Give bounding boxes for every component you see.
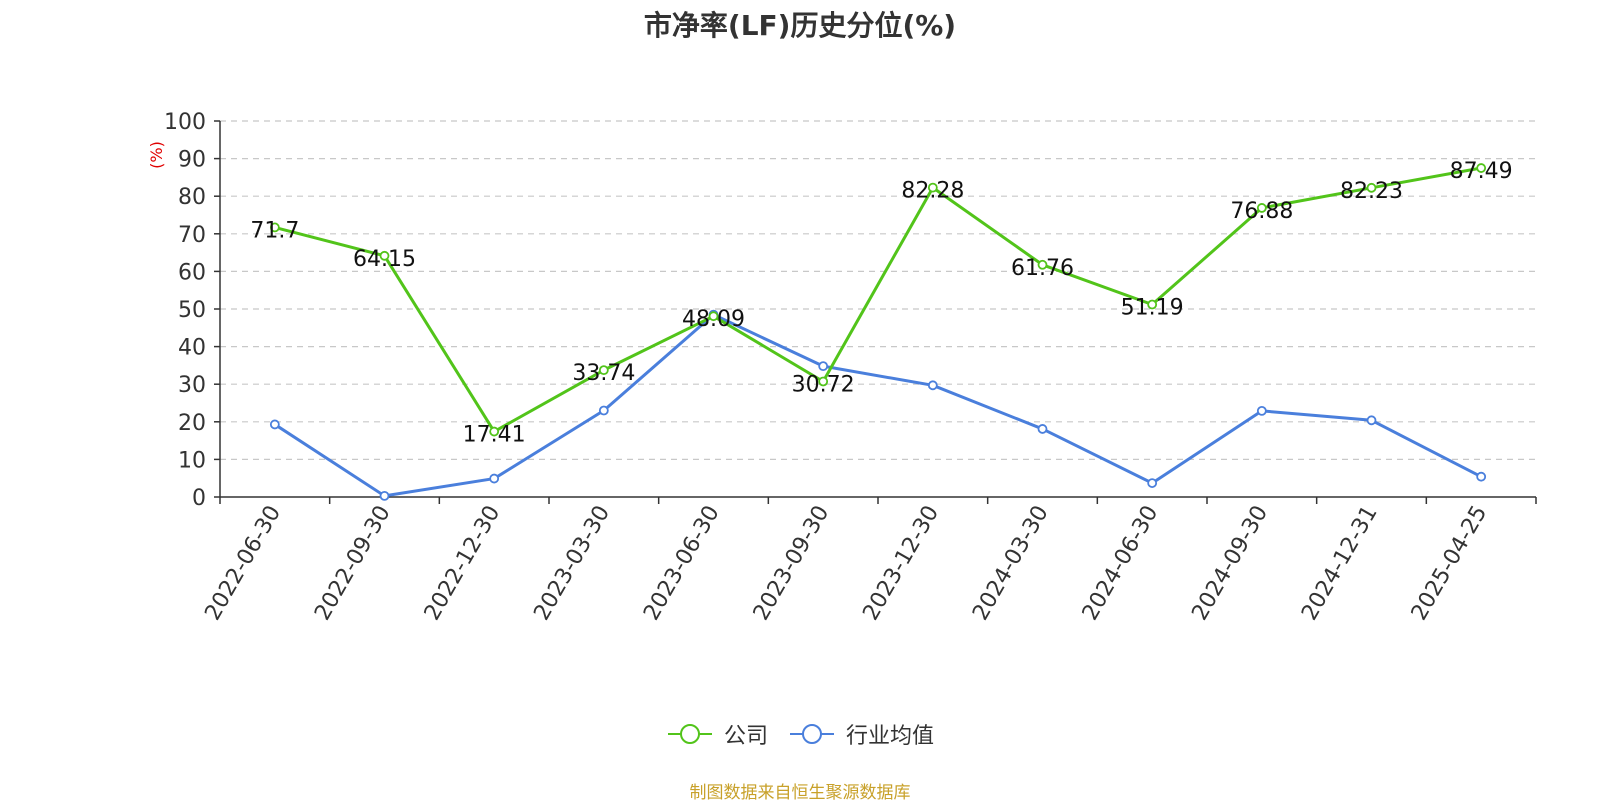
y-tick-label: 30 bbox=[178, 373, 206, 398]
data-point bbox=[1037, 259, 1048, 270]
series-line bbox=[274, 313, 1482, 498]
line-chart: 0 10 20 30 40 50 60 70 80 90 100 (%) 2022-06-30 2022-… bbox=[147, 110, 1537, 625]
data-label: 17.41 bbox=[463, 423, 526, 448]
y-tick-label: 20 bbox=[178, 411, 206, 436]
data-point bbox=[1476, 163, 1487, 173]
data-point bbox=[1256, 405, 1267, 416]
data-label: 30.72 bbox=[792, 372, 855, 397]
data-point bbox=[1476, 471, 1487, 482]
y-tick-label: 100 bbox=[164, 110, 206, 135]
x-tick-label: 2022-12-30 bbox=[420, 501, 506, 624]
x-tick-label: 2024-06-30 bbox=[1078, 502, 1164, 625]
data-label: 51.19 bbox=[1121, 296, 1184, 321]
data-labels: 71.7 64.15 17.41 33.74 48.09 30.72 82.28 61.76 5… bbox=[250, 159, 1512, 448]
x-tick-label: 2023-12-30 bbox=[858, 501, 944, 624]
data-point bbox=[1256, 203, 1267, 213]
legend: 公司 行业均值 bbox=[0, 718, 1600, 750]
x-tick-label: 2024-12-31 bbox=[1297, 502, 1383, 625]
data-label: 87.49 bbox=[1450, 159, 1513, 184]
data-label: 48.09 bbox=[682, 307, 745, 332]
x-tick-label: 2025-04-25 bbox=[1407, 502, 1493, 625]
y-tick-label: 50 bbox=[178, 298, 206, 323]
y-axis-label: (%) bbox=[147, 141, 166, 169]
x-tick-label: 2024-09-30 bbox=[1187, 502, 1273, 625]
y-tick-label: 80 bbox=[178, 185, 206, 210]
data-point bbox=[1366, 182, 1377, 193]
chart-title: 市净率(LF)历史分位(%) bbox=[643, 9, 957, 42]
legend-label-company: 公司 bbox=[723, 724, 768, 749]
data-point bbox=[927, 380, 938, 391]
data-point bbox=[489, 426, 500, 437]
y-tick-label: 0 bbox=[192, 486, 206, 511]
series-lines bbox=[269, 163, 1487, 501]
grid-lines bbox=[220, 120, 1536, 460]
y-tick-label: 70 bbox=[178, 223, 206, 248]
data-point bbox=[927, 182, 938, 193]
y-tick-label: 40 bbox=[178, 336, 206, 361]
legend-item-industry-avg[interactable]: 行业均值 bbox=[788, 718, 934, 750]
x-tick-label: 2023-03-30 bbox=[529, 502, 615, 625]
legend-line-circle-icon bbox=[667, 724, 712, 744]
y-tick-label: 90 bbox=[178, 148, 206, 173]
data-label: 82.23 bbox=[1340, 179, 1403, 204]
x-tick-label: 2023-06-30 bbox=[639, 502, 725, 625]
data-source-note: 制图数据来自恒生聚源数据库 bbox=[689, 783, 911, 803]
data-point bbox=[598, 365, 609, 376]
data-point bbox=[818, 361, 829, 372]
data-point bbox=[269, 419, 280, 430]
data-label: 64.15 bbox=[353, 247, 416, 272]
data-label: 71.7 bbox=[250, 218, 299, 243]
legend-item-company[interactable]: 公司 bbox=[666, 718, 768, 750]
data-label: 61.76 bbox=[1011, 256, 1074, 281]
x-tick-label: 2023-09-30 bbox=[749, 502, 835, 625]
data-label: 33.74 bbox=[572, 361, 635, 386]
y-tick-label: 60 bbox=[178, 260, 206, 285]
legend-line-circle-icon bbox=[790, 724, 834, 744]
legend-label-industry-avg: 行业均值 bbox=[846, 724, 935, 749]
y-tick-label: 10 bbox=[178, 448, 206, 473]
x-tick-label: 2022-06-30 bbox=[200, 502, 286, 625]
data-point bbox=[598, 405, 609, 416]
data-point bbox=[1147, 478, 1158, 488]
data-point bbox=[489, 473, 500, 484]
data-point bbox=[379, 490, 390, 501]
axes: 0 10 20 30 40 50 60 70 80 90 100 (%) 2022-06-30 2022-… bbox=[147, 110, 1537, 625]
data-point bbox=[708, 311, 719, 322]
x-tick-label: 2022-09-30 bbox=[310, 502, 396, 625]
data-point bbox=[1037, 424, 1048, 434]
data-point bbox=[379, 250, 390, 261]
data-point bbox=[818, 376, 829, 387]
data-label: 76.88 bbox=[1230, 199, 1293, 224]
data-label: 82.28 bbox=[901, 179, 964, 204]
data-point bbox=[269, 222, 280, 233]
series-line bbox=[274, 166, 1482, 434]
x-tick-label: 2024-03-30 bbox=[968, 502, 1054, 625]
data-point bbox=[1147, 299, 1158, 310]
data-point bbox=[1366, 415, 1377, 426]
